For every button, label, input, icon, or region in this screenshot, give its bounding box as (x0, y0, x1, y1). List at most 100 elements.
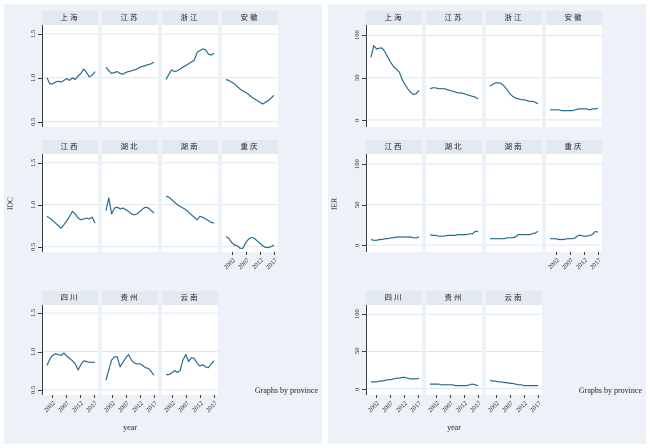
panel-canvas (426, 34, 482, 121)
y-tick-mark (38, 246, 42, 248)
x-tick-mark (65, 395, 67, 398)
province-panel-jiangxi: 江西 (366, 140, 423, 252)
panel-canvas (367, 34, 423, 121)
y-tick-label: 50 (354, 201, 361, 208)
panel-canvas (162, 312, 218, 391)
x-tick-label: 2012 (574, 257, 589, 272)
x-tick-mark (125, 395, 127, 398)
series-line-anhui (225, 78, 275, 105)
panel-canvas (426, 163, 482, 246)
x-tick-mark (171, 395, 173, 398)
x-tick-mark (389, 395, 391, 398)
series-line-jiangsu (105, 61, 155, 75)
province-panel-anhui: 安徽 (222, 11, 278, 127)
province-panel-anhui: 安徽 (546, 11, 602, 127)
y-tick-label: 100 (354, 159, 361, 169)
province-panel-hunan: 湖南 (162, 140, 218, 252)
y-tick-mark (362, 77, 366, 79)
x-tick-label: 2017 (528, 400, 543, 415)
series-line-hubei (105, 197, 155, 216)
panel-canvas (546, 163, 602, 246)
panel-title-shanghai: 上海 (42, 11, 98, 25)
y-tick-column: 100 50 0 (328, 291, 366, 395)
graphs-by-note: Graphs by province (578, 386, 642, 395)
x-tick-mark (509, 395, 511, 398)
x-tick-label: 2007 (236, 257, 251, 272)
series-line-sichuan (46, 352, 95, 371)
province-panel-jiangsu: 江苏 (102, 11, 158, 127)
panel-canvas (546, 34, 602, 121)
y-tick-label: 1.0 (30, 73, 37, 82)
panel-title-jiangxi: 江西 (366, 140, 422, 154)
panel-canvas (162, 33, 218, 122)
panel-row: 100 50 0 上海 江苏 浙江 安徽 (328, 11, 646, 127)
x-axis-title: year (447, 423, 461, 432)
x-tick-label: 2012 (454, 400, 469, 415)
x-tick-mark (375, 395, 377, 398)
panel-title-yunnan: 云南 (486, 291, 542, 305)
panel-plot (162, 305, 218, 395)
province-panel-yunnan: 云南 2002 2007 2012 2017 (486, 291, 543, 414)
panel-title-guizhou: 贵州 (426, 291, 482, 305)
y-tick-mark (362, 35, 366, 37)
x-tick-label: 2012 (130, 400, 145, 415)
x-tick-label: 2012 (514, 400, 529, 415)
y-tick-label: 0.5 (30, 385, 37, 394)
series-line-hubei (429, 230, 478, 237)
panel-canvas (367, 163, 423, 246)
x-tick-label: 2017 (264, 257, 279, 272)
panel-plot (366, 305, 423, 395)
panel-canvas (222, 33, 278, 122)
y-tick-column: 100 50 0 (328, 11, 366, 127)
panel-plot (102, 25, 158, 127)
panel-title-anhui: 安徽 (222, 11, 278, 25)
panel-plot (426, 25, 482, 127)
panel-plot (102, 305, 158, 395)
panel-title-hunan: 湖南 (486, 140, 542, 154)
x-tick-label: 2002 (486, 400, 501, 415)
panel-title-zhejiang: 浙江 (162, 11, 218, 25)
x-tick-label: 2007 (560, 257, 575, 272)
panel-title-hubei: 湖北 (426, 140, 482, 154)
panel-plot (222, 25, 278, 127)
panel-canvas (222, 162, 278, 249)
series-line-sichuan (371, 376, 420, 383)
panel-canvas (486, 313, 542, 390)
x-tick-mark (79, 395, 81, 398)
panel-plot (42, 154, 99, 252)
panel-canvas (43, 312, 99, 391)
series-line-jiangsu (429, 87, 479, 100)
x-tick-label: 2007 (56, 400, 71, 415)
x-tick-mark (495, 395, 497, 398)
panel-title-hubei: 湖北 (102, 140, 158, 154)
x-tick-mark (199, 395, 201, 398)
panel-title-anhui: 安徽 (546, 11, 602, 25)
series-line-zhejiang (165, 48, 215, 80)
province-panel-guizhou: 贵州 2002 2007 2012 2017 (426, 291, 483, 414)
y-tick-mark (38, 34, 42, 35)
panel-canvas (102, 162, 158, 248)
y-tick-mark (362, 388, 366, 390)
panel-title-sichuan: 四川 (42, 291, 98, 305)
panel-title-shanghai: 上海 (366, 11, 422, 25)
series-line-chongqing (225, 236, 275, 249)
panel-canvas (43, 33, 99, 122)
x-tick-label: 2002 (222, 257, 237, 272)
idc-by-province-chart: IDC 1.5 1.0 0.5 上海 江苏 浙江 安徽 1.5 1.0 0.5 江西 湖北 湖南 重庆 20… (4, 4, 322, 444)
panel-row: 100 50 0 江西 湖北 湖南 重庆 2002 2007 2012 2017 (328, 140, 646, 271)
y-tick-label: 1.5 (30, 29, 37, 39)
panel-plot (426, 154, 482, 252)
series-line-chongqing (550, 230, 599, 241)
series-line-jiangxi (46, 210, 96, 229)
y-tick-mark (362, 314, 366, 316)
panel-title-hunan: 湖南 (162, 140, 218, 154)
y-tick-mark (362, 164, 366, 166)
y-tick-label: 1.5 (30, 158, 37, 167)
province-panel-guizhou: 贵州 2002 2007 2012 2017 (102, 291, 159, 414)
province-panel-hubei: 湖北 (426, 140, 482, 252)
x-tick-mark (274, 252, 275, 255)
panel-plot (162, 154, 218, 252)
y-tick-label: 100 (354, 30, 361, 41)
panel-plot (486, 154, 542, 252)
province-panel-hubei: 湖北 (102, 140, 158, 252)
